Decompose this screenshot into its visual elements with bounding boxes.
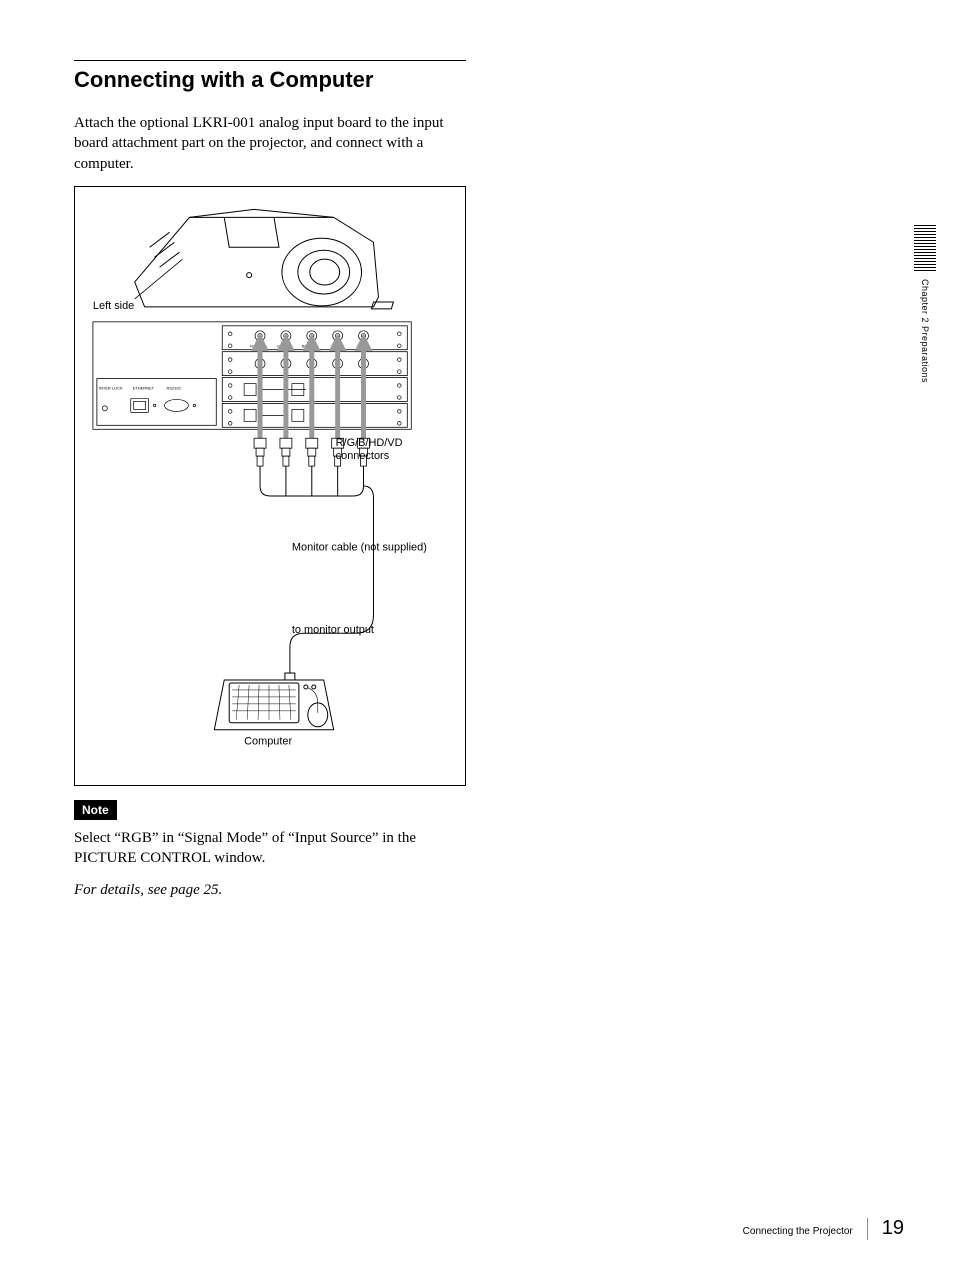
tab-lines [914, 225, 936, 271]
page: Chapter 2 Preparations Connecting with a… [0, 0, 954, 1274]
section-title: Connecting with a Computer [74, 67, 466, 93]
laptop-icon [214, 680, 333, 730]
svg-text:INTER LOCK: INTER LOCK [99, 385, 123, 390]
cable [260, 466, 373, 681]
title-rule [74, 60, 466, 61]
label-computer: Computer [244, 735, 292, 747]
footer-separator [867, 1218, 868, 1240]
diagram: Left side [74, 186, 466, 786]
diagram-svg: Left side [75, 187, 465, 785]
page-number: 19 [882, 1217, 904, 1240]
note-badge: Note [74, 800, 117, 820]
chapter-tab: Chapter 2 Preparations [914, 225, 938, 410]
label-connectors-2: connectors [336, 450, 390, 462]
label-connectors-1: R/G/B/HD/VD [336, 437, 403, 449]
intro-text: Attach the optional LKRI-001 analog inpu… [74, 113, 466, 174]
note-details: For details, see page 25. [74, 880, 466, 900]
footer-title: Connecting the Projector [743, 1226, 853, 1237]
content-column: Connecting with a Computer Attach the op… [74, 60, 466, 913]
svg-text:RS232C: RS232C [167, 385, 182, 390]
footer: Connecting the Projector 19 [743, 1217, 904, 1240]
projector-icon [135, 209, 394, 308]
note-text: Select “RGB” in “Signal Mode” of “Input … [74, 828, 466, 869]
label-to-monitor: to monitor output [292, 624, 374, 636]
label-left-side: Left side [93, 300, 134, 312]
svg-text:ETHERNET: ETHERNET [133, 385, 155, 390]
label-cable: Monitor cable (not supplied) [292, 541, 427, 553]
chapter-label: Chapter 2 Preparations [920, 279, 930, 383]
